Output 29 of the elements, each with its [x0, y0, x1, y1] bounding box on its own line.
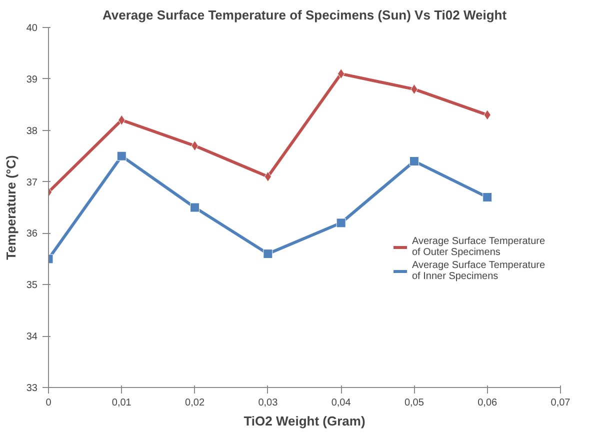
y-tick-label: 39	[26, 74, 38, 86]
point	[336, 218, 346, 228]
y-tick-label: 36	[26, 228, 38, 240]
x-axis-title: TiO2 Weight (Gram)	[244, 414, 366, 428]
x-tick-label: 0,05	[404, 398, 424, 408]
y-tick-label: 40	[26, 23, 38, 34]
y-tick-label: 34	[26, 332, 38, 343]
x-tick-label: 0,04	[331, 398, 352, 408]
y-tick-label: 35	[26, 280, 38, 292]
legend-label: Average Surface Temperature of Outer Specimens	[412, 236, 546, 258]
y-tick-label: 38	[26, 126, 38, 137]
point	[337, 68, 345, 80]
point	[263, 249, 273, 259]
y-axis-title: Temperature (°C)	[3, 155, 18, 260]
x-tick-label: 0,02	[185, 398, 205, 408]
point	[116, 151, 126, 161]
x-tick-label: 0,01	[112, 398, 132, 408]
x-tick-label: 0,07	[550, 398, 571, 408]
y-tick-label: 33	[26, 383, 38, 394]
x-tick-label: 0,03	[258, 398, 278, 408]
y-tick-label: 37	[26, 177, 38, 188]
point	[190, 202, 200, 212]
point	[482, 192, 492, 202]
point	[409, 156, 419, 166]
point	[264, 171, 272, 182]
x-tick-label: 0	[46, 398, 52, 408]
legend-label: Average Surface Temperature of Inner Specimens	[412, 260, 546, 282]
x-tick-label: 0,06	[478, 398, 498, 408]
chart-title: Average Surface Temperature of Specimens (Sun) Vs Ti02 Weight	[102, 8, 508, 22]
